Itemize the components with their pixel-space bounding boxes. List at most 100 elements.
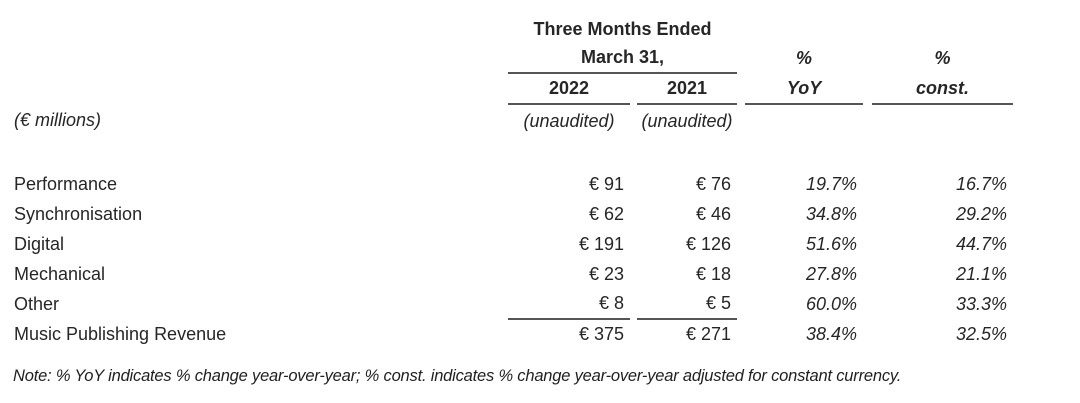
value-const: 21.1% [955,263,1008,284]
value-2021: € 46 [695,203,732,224]
column-gap [630,259,637,289]
column-gap [630,229,637,259]
header-row-columns: 2022 2021 YoY const. [0,73,1080,105]
value-2021: € 271 [685,324,732,344]
empty-cell [1013,169,1080,199]
column-gap [737,73,745,104]
pct-yoy-symbol: % [796,48,813,68]
column-gap [863,10,872,40]
column-header-const: const. [872,73,1014,105]
value-2022: € 23 [588,263,624,284]
column-gap [630,169,637,199]
header-row-period-title: Three Months Ended [0,10,1080,40]
column-gap [737,199,745,229]
column-gap [863,199,872,229]
column-gap [863,40,872,73]
value-2022: € 62 [588,203,624,224]
value-const: 32.5% [955,323,1008,344]
column-header-yoy: YoY [745,73,864,105]
column-gap [737,229,745,259]
period-subtitle: March 31, [508,40,738,74]
column-gap [630,289,637,319]
unaudited-2022: (unaudited) [523,110,615,131]
header-row-period-subtitle: March 31, % % [0,40,1080,74]
header-row-unaudited: (€ millions) (unaudited) (unaudited) [0,104,1080,137]
empty-cell [0,40,508,73]
value-2021: € 5 [637,289,738,320]
empty-cell [1013,259,1080,289]
empty-cell [1013,229,1080,259]
column-gap [737,259,745,289]
column-gap [737,104,745,137]
column-gap [863,104,872,137]
column-gap [863,319,872,349]
column-gap [737,169,745,199]
value-2022: € 8 [508,289,630,320]
value-const: 44.7% [955,233,1008,254]
empty-cell [872,104,1013,137]
value-2022: € 91 [588,173,624,194]
row-label: Performance [14,173,118,194]
column-gap [630,73,637,104]
value-2021: € 18 [695,263,732,284]
column-gap [863,73,872,104]
empty-cell [1013,319,1080,349]
table-row-performance: Performance € 91 € 76 19.7% 16.7% [0,169,1080,199]
empty-cell [872,10,1013,40]
column-gap [863,259,872,289]
units-label: (€ millions) [14,110,102,130]
column-gap [737,319,745,349]
pct-const-symbol: % [934,48,951,68]
unaudited-2021: (unaudited) [641,110,733,131]
column-gap [630,104,637,137]
empty-cell [1013,73,1080,104]
value-2021: € 126 [685,233,732,254]
row-label: Other [14,293,60,314]
value-yoy: 19.7% [805,173,858,194]
empty-cell [1013,289,1080,319]
value-const: 33.3% [955,293,1008,314]
empty-cell [1013,40,1080,73]
value-2022: € 191 [578,233,624,254]
spacer-row [0,137,1080,169]
value-yoy: 38.4% [805,323,858,344]
table-row-other: Other € 8 € 5 60.0% 33.3% [0,289,1080,320]
footnote: Note: % YoY indicates % change year-over… [13,367,902,385]
value-yoy: 34.8% [805,203,858,224]
value-2022: € 375 [578,324,624,344]
row-label: Digital [14,233,65,254]
row-label: Music Publishing Revenue [14,323,227,344]
value-2021: € 76 [695,173,732,194]
column-header-2021: 2021 [637,73,738,105]
column-gap [737,40,745,73]
table-row-digital: Digital € 191 € 126 51.6% 44.7% [0,229,1080,259]
empty-cell [1013,199,1080,229]
empty-cell [745,10,863,40]
table-row-mechanical: Mechanical € 23 € 18 27.8% 21.1% [0,259,1080,289]
period-title: Three Months Ended [533,19,712,39]
column-gap [863,169,872,199]
table-row-total-revenue: Music Publishing Revenue € 375 € 271 38.… [0,319,1080,349]
value-yoy: 27.8% [805,263,858,284]
row-label: Synchronisation [14,203,143,224]
empty-cell [745,104,863,137]
value-const: 29.2% [955,203,1008,224]
column-header-2022: 2022 [508,73,630,105]
column-gap [737,289,745,319]
column-gap [863,289,872,319]
empty-cell [0,10,508,40]
empty-cell [0,137,1080,169]
empty-cell [0,73,508,104]
revenue-table: Three Months Ended March 31, % % 2022 20… [0,10,1080,349]
value-yoy: 60.0% [805,293,858,314]
empty-cell [1013,10,1080,40]
row-label: Mechanical [14,263,106,284]
column-gap [630,199,637,229]
column-gap [737,10,745,40]
value-const: 16.7% [955,173,1008,194]
column-gap [630,319,637,349]
column-gap [863,229,872,259]
empty-cell [1013,104,1080,137]
table-row-synchronisation: Synchronisation € 62 € 46 34.8% 29.2% [0,199,1080,229]
